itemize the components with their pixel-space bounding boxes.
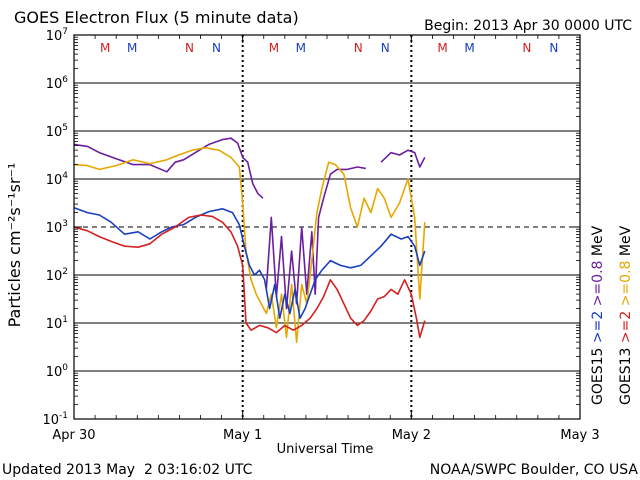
series-line xyxy=(73,214,426,339)
y-tick-label: 10-1 xyxy=(42,411,68,428)
local-time-marker: N xyxy=(522,41,531,55)
chart-title: GOES Electron Flux (5 minute data) xyxy=(14,8,299,27)
local-time-marker: N xyxy=(212,41,221,55)
legend-goes13: GOES13 >=2 >=0.8 MeV xyxy=(618,225,634,405)
updated-timestamp: Updated 2013 May 2 03:16:02 UTC xyxy=(2,462,253,478)
y-tick-label: 104 xyxy=(46,171,69,188)
x-axis-label: Universal Time xyxy=(277,442,374,457)
legend-entry: GOES13 xyxy=(618,348,634,405)
y-tick-label: 107 xyxy=(46,27,68,44)
series-line xyxy=(73,147,426,343)
local-time-marker: N xyxy=(549,41,558,55)
series-line xyxy=(73,207,426,319)
series-line xyxy=(73,137,426,310)
local-time-marker: M xyxy=(100,41,110,55)
data-source-credit: NOAA/SWPC Boulder, CO USA xyxy=(430,462,639,478)
legend-entry: >=2 xyxy=(590,311,606,348)
local-time-marker: N xyxy=(185,41,194,55)
legend-entry: >=2 xyxy=(618,311,634,348)
legend-entry: MeV xyxy=(590,225,606,260)
legend-entry: >=0.8 xyxy=(590,261,606,311)
y-tick-label: 106 xyxy=(46,75,69,92)
x-tick-label: May 3 xyxy=(560,428,599,443)
x-tick-label: May 2 xyxy=(392,428,431,443)
legend-entry: GOES15 xyxy=(590,348,606,405)
local-time-marker: M xyxy=(437,41,447,55)
y-tick-label: 102 xyxy=(46,267,68,284)
legend-entry: >=0.8 xyxy=(618,261,634,311)
y-tick-label: 101 xyxy=(46,315,68,332)
begin-time-label: Begin: 2013 Apr 30 0000 UTC xyxy=(424,18,632,34)
y-tick-label: 105 xyxy=(46,123,68,140)
y-axis-label: Particles cm⁻²s⁻¹sr⁻¹ xyxy=(5,163,24,328)
y-tick-label: 100 xyxy=(46,363,69,380)
local-time-marker: M xyxy=(464,41,474,55)
local-time-marker: N xyxy=(381,41,390,55)
local-time-marker: N xyxy=(354,41,363,55)
local-time-marker: M xyxy=(269,41,279,55)
y-tick-label: 103 xyxy=(46,219,68,236)
local-time-marker: M xyxy=(127,41,137,55)
legend-entry: MeV xyxy=(618,225,634,260)
legend-goes15: GOES15 >=2 >=0.8 MeV xyxy=(590,225,606,405)
x-tick-label: Apr 30 xyxy=(52,428,95,443)
local-time-marker: M xyxy=(296,41,306,55)
x-tick-label: May 1 xyxy=(223,428,262,443)
